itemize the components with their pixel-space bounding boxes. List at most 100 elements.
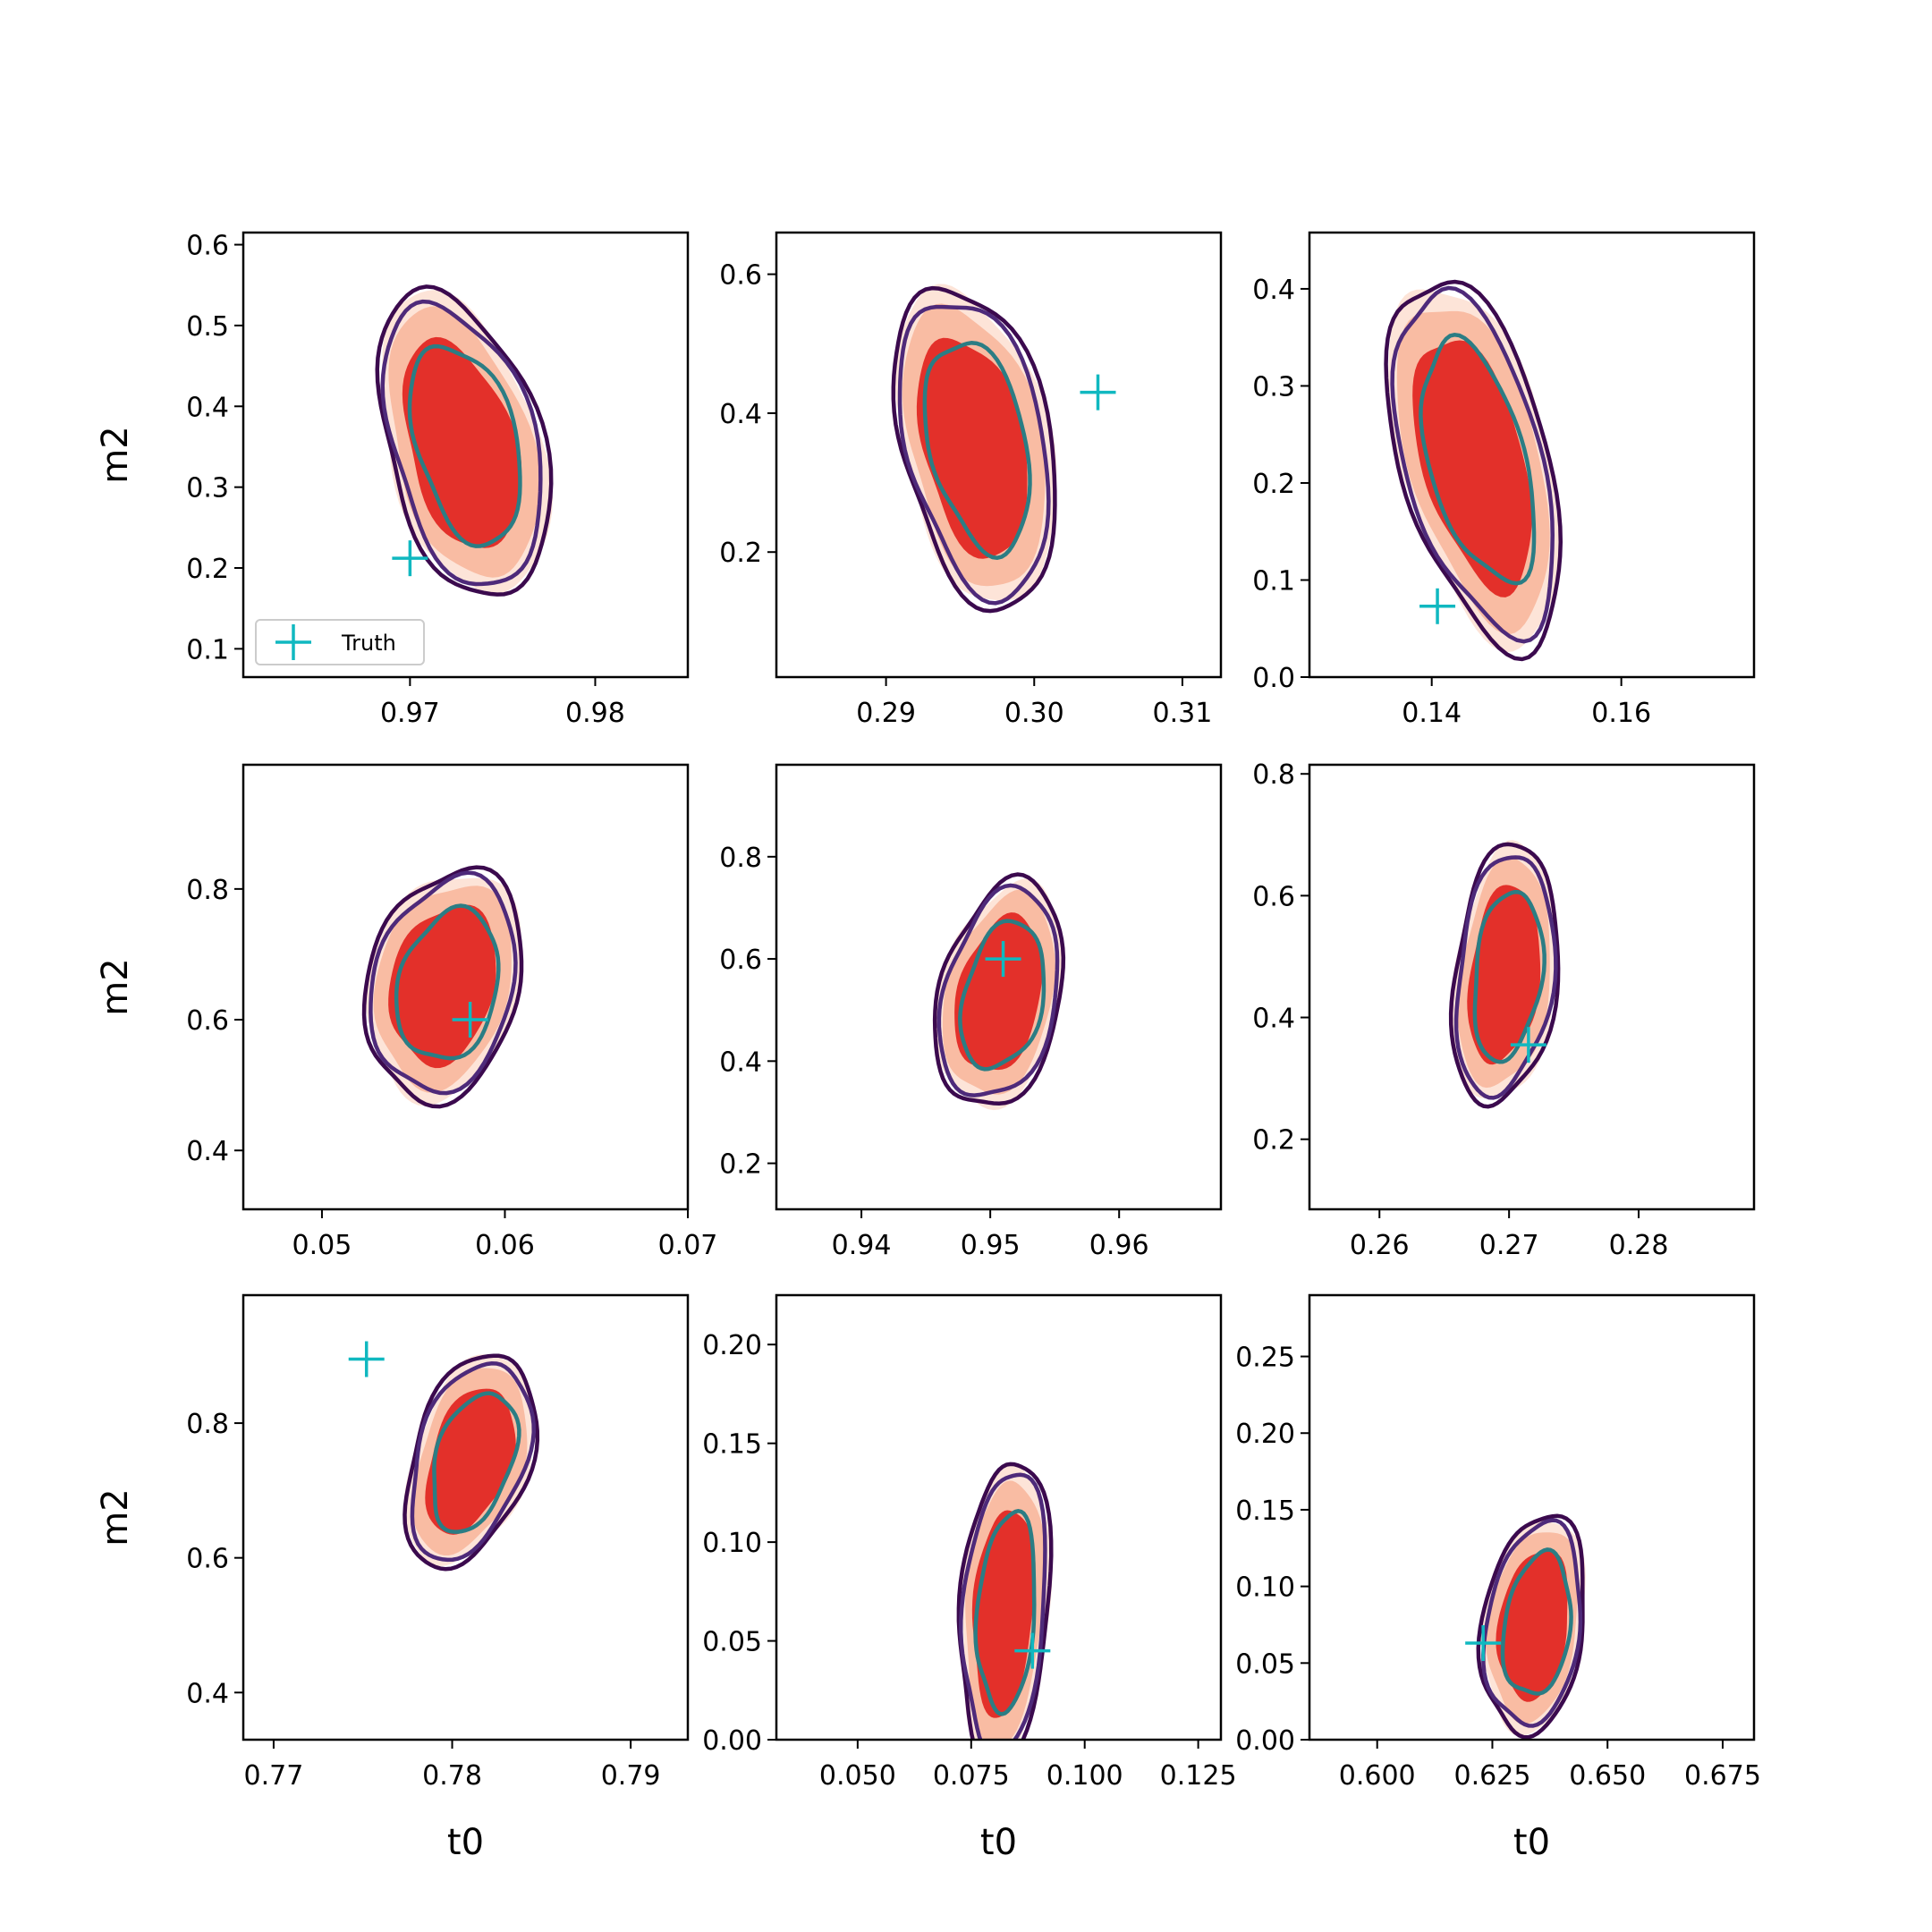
y-tick-label: 0.4	[1252, 275, 1295, 306]
axes-frame	[775, 763, 1223, 1211]
y-axis-label: m2	[95, 426, 136, 483]
y-tick-label: 0.4	[719, 399, 762, 430]
panel-2-1: 0.05 0.06 0.07 0.4 0.6 0.8 m2	[95, 763, 717, 1261]
inner-contour	[958, 919, 1046, 1072]
x-tick-label: 0.26	[1350, 1230, 1410, 1261]
middle-contour	[936, 883, 1060, 1097]
x-tick-label: 0.94	[832, 1230, 892, 1261]
outer-contour	[375, 284, 554, 597]
middle-contour	[1481, 1518, 1583, 1728]
legend-box	[255, 619, 425, 665]
x-tick-label: 0.06	[475, 1230, 535, 1261]
panel-1-1: 0.97 0.98 0.1 0.2 0.3 0.4 0.5 0.6 m2 Truth	[95, 231, 690, 729]
x-tick-label: 0.29	[856, 698, 916, 729]
truth-marker	[1014, 1632, 1051, 1669]
y-tick-label: 0.2	[186, 554, 229, 585]
x-axis-label: t0	[980, 1822, 1017, 1863]
middle-contour	[1453, 855, 1558, 1100]
density-contours	[361, 865, 524, 1109]
truth-marker	[1510, 1027, 1546, 1063]
y-tick-label: 0.1	[186, 634, 229, 665]
density-contours	[375, 284, 554, 597]
axes-frame	[1308, 1293, 1756, 1741]
middle-contour	[1390, 285, 1555, 644]
panel-3-2: 0.050 0.075 0.100 0.125 0.00 0.05 0.10 0.15 0.20…	[702, 1293, 1237, 1863]
panel-3-1: 0.77 0.78 0.79 0.4 0.6 0.8 m2 t0	[95, 1293, 690, 1863]
axes-frame	[1308, 231, 1756, 679]
y-tick-label: 0.6	[186, 231, 229, 262]
y-tick-label: 0.3	[1252, 371, 1295, 402]
legend: Truth	[255, 619, 425, 665]
x-tick-label: 0.77	[244, 1760, 304, 1792]
x-tick-label: 0.125	[1160, 1760, 1237, 1792]
inner-contour	[394, 903, 501, 1061]
density-contours	[891, 284, 1116, 614]
y-tick-label: 0.8	[186, 875, 229, 906]
filled-level-3	[954, 912, 1043, 1071]
x-tick-label: 0.600	[1339, 1760, 1416, 1792]
filled-level-3	[402, 336, 522, 548]
y-tick-label: 0.4	[186, 392, 229, 423]
y-tick-label: 0.3	[186, 473, 229, 504]
y-tick-label: 0.15	[702, 1429, 762, 1461]
x-tick-label: 0.95	[961, 1230, 1021, 1261]
y-tick-label: 0.2	[1252, 469, 1295, 500]
x-axis-label: t0	[447, 1822, 484, 1863]
y-tick-label: 0.8	[1252, 759, 1295, 791]
y-tick-label: 0.0	[1252, 663, 1295, 694]
outer-contour	[1476, 1513, 1585, 1740]
axes-frame	[775, 231, 1223, 679]
truth-marker	[348, 1341, 385, 1377]
y-tick-label: 0.15	[1235, 1496, 1295, 1527]
x-tick-label: 0.14	[1402, 698, 1462, 729]
middle-contour	[897, 304, 1051, 606]
density-contours	[1448, 840, 1561, 1109]
x-tick-label: 0.05	[292, 1230, 352, 1261]
inner-contour	[973, 1509, 1037, 1716]
x-tick-label: 0.16	[1591, 698, 1651, 729]
truth-marker	[452, 1002, 488, 1038]
filled-level-3	[971, 1510, 1036, 1718]
y-tick-label: 0.2	[719, 538, 762, 569]
axes-frame	[1308, 763, 1756, 1211]
truth-marker	[1465, 1625, 1502, 1662]
x-tick-label: 0.78	[422, 1760, 482, 1792]
x-tick-label: 0.650	[1569, 1760, 1646, 1792]
y-tick-label: 0.25	[1235, 1343, 1295, 1374]
y-tick-label: 0.20	[702, 1330, 762, 1361]
inner-contour	[1419, 332, 1537, 586]
middle-contour	[959, 1472, 1047, 1740]
x-tick-label: 0.27	[1479, 1230, 1539, 1261]
y-tick-label: 0.10	[1235, 1572, 1295, 1604]
x-tick-label: 0.97	[380, 698, 440, 729]
y-tick-label: 0.6	[719, 260, 762, 292]
density-contours	[932, 872, 1066, 1111]
x-tick-label: 0.075	[933, 1760, 1010, 1792]
x-tick-label: 0.98	[565, 698, 625, 729]
y-tick-label: 0.10	[702, 1528, 762, 1559]
panel-2-2: 0.94 0.95 0.96 0.2 0.4 0.6 0.8	[719, 763, 1223, 1261]
middle-contour	[380, 299, 543, 587]
density-contours	[956, 1462, 1054, 1740]
y-tick-label: 0.4	[1252, 1004, 1295, 1035]
panel-3-3: 0.600 0.625 0.650 0.675 0.00 0.05 0.10 0.15 0.20…	[1235, 1293, 1761, 1863]
y-tick-label: 0.6	[1252, 881, 1295, 912]
filled-level-3	[1412, 340, 1532, 597]
x-tick-label: 0.625	[1454, 1760, 1531, 1792]
y-tick-label: 0.4	[186, 1678, 229, 1709]
panel-1-3: 0.14 0.16 0.0 0.1 0.2 0.3 0.4	[1252, 231, 1756, 729]
y-tick-label: 0.00	[702, 1725, 762, 1757]
outer-contour	[1384, 279, 1563, 662]
x-tick-label: 0.28	[1609, 1230, 1669, 1261]
axes-frame	[242, 231, 690, 679]
y-tick-label: 0.5	[186, 311, 229, 343]
outer-contour	[891, 285, 1057, 614]
y-tick-label: 0.8	[719, 843, 762, 874]
inner-contour	[1472, 889, 1546, 1064]
x-tick-label: 0.30	[1004, 698, 1064, 729]
inner-contour	[922, 341, 1032, 561]
y-tick-label: 0.00	[1235, 1725, 1295, 1757]
x-tick-label: 0.675	[1684, 1760, 1761, 1792]
axes-frame	[775, 1293, 1223, 1741]
legend-label: Truth	[341, 631, 396, 656]
